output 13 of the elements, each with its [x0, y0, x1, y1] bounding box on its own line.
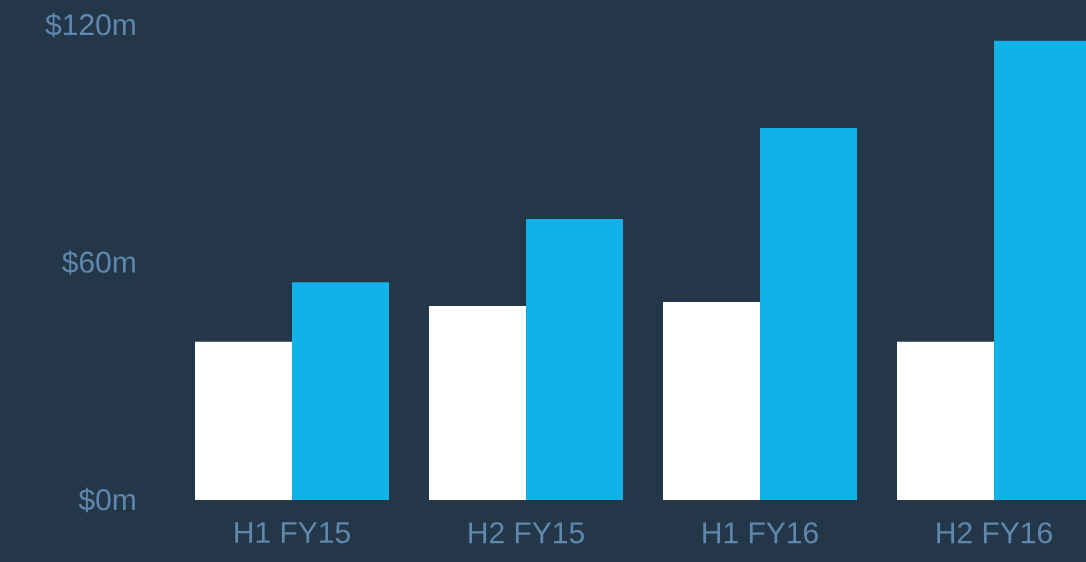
bar: [760, 127, 858, 500]
bar: [195, 341, 292, 500]
bar: [663, 302, 761, 500]
y-tick-label: $120m: [45, 12, 135, 38]
bar: [526, 218, 624, 500]
x-tick-label: H1 FY15: [235, 522, 350, 544]
x-tick-label: H2 FY15: [469, 522, 584, 544]
bar: [292, 282, 390, 500]
y-tick-label: $60m: [62, 250, 135, 275]
y-tick-label: $0m: [78, 487, 135, 513]
bar: [429, 306, 527, 500]
x-tick-label: H1 FY16: [703, 522, 818, 544]
x-tick-label: H2 FY16: [937, 522, 1052, 544]
